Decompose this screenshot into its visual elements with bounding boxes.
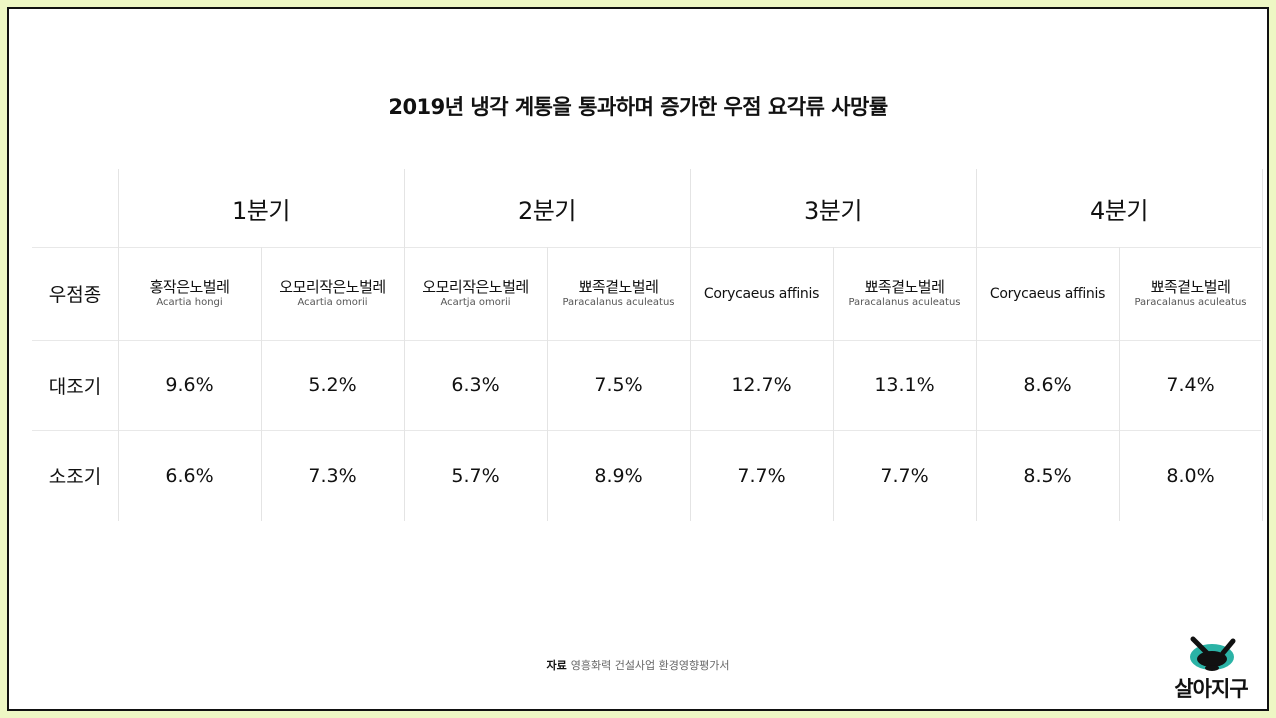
mortality-table: 1분기 2분기 3분기 4분기 우점종 홍작은노벌레 Acartia hongi 오모리작은노… <box>32 169 1263 521</box>
species-header: 오모리작은노벌레 Acartia omorii <box>261 247 404 340</box>
row-divider <box>32 430 1261 431</box>
mortality-value: 8.0% <box>1166 464 1215 487</box>
table-cell: 8.5% <box>976 430 1119 521</box>
mortality-value: 9.6% <box>165 374 214 396</box>
quarter-header: 1분기 <box>118 169 404 247</box>
row-label: 대조기 <box>48 375 102 398</box>
table-cell: 6.3% <box>404 340 547 430</box>
mortality-value: 8.5% <box>1023 464 1072 487</box>
table-cell: 12.7% <box>690 340 833 430</box>
table-cell: 9.6% <box>118 340 261 430</box>
species-header: 뾰족곁노벌레 Paracalanus aculeatus <box>547 247 690 340</box>
quarter-header: 2분기 <box>404 169 690 247</box>
species-name: Corycaeus affinis <box>989 285 1106 302</box>
row-label: 소조기 <box>48 466 102 488</box>
species-header: Corycaeus affinis <box>976 247 1119 340</box>
species-header: 오모리작은노벌레 Acartja omorii <box>404 247 547 340</box>
column-divider <box>404 169 405 521</box>
table-cell: 13.1% <box>833 340 976 430</box>
species-header: 홍작은노벌레 Acartia hongi <box>118 247 261 340</box>
row-divider <box>32 340 1261 341</box>
quarter-label: 2분기 <box>518 196 576 225</box>
table-cell: 7.3% <box>261 430 404 521</box>
species-korean-name: 뾰족곁노벌레 <box>1150 277 1231 296</box>
quarter-header: 3분기 <box>690 169 976 247</box>
logo-text: 살아지구 <box>1174 677 1248 701</box>
source-note: 자료 영흥화력 건설사업 환경영향평가서 <box>9 657 1267 673</box>
column-divider <box>547 247 548 521</box>
mortality-value: 7.5% <box>594 374 643 396</box>
mortality-value: 5.7% <box>451 464 500 487</box>
mortality-value: 13.1% <box>874 374 935 396</box>
species-korean-name: 오모리작은노벌레 <box>279 277 386 296</box>
quarter-label: 4분기 <box>1090 196 1148 225</box>
table-cell: 5.2% <box>261 340 404 430</box>
quarter-label: 1분기 <box>232 196 290 225</box>
species-scientific-name: Acartja omorii <box>440 296 511 308</box>
table-cell: 5.7% <box>404 430 547 521</box>
brand-logo: 살아지구 <box>1169 635 1253 705</box>
species-name: Corycaeus affinis <box>703 285 820 302</box>
species-header: 뾰족곁노벌레 Paracalanus aculeatus <box>1119 247 1262 340</box>
table-cell: 7.5% <box>547 340 690 430</box>
turtle-logo-icon <box>1190 636 1236 671</box>
mortality-value: 5.2% <box>308 374 357 396</box>
species-scientific-name: Acartia hongi <box>156 296 223 308</box>
mortality-value: 6.6% <box>165 464 214 487</box>
source-label: 자료 <box>546 659 567 672</box>
table-cell: 8.9% <box>547 430 690 521</box>
quarter-header: 4분기 <box>976 169 1262 247</box>
species-scientific-name: Paracalanus aculeatus <box>848 296 961 308</box>
row-header-cell: 우점종 <box>32 247 118 340</box>
column-divider <box>1119 247 1120 521</box>
table-cell: 7.4% <box>1119 340 1262 430</box>
column-divider <box>1262 169 1263 521</box>
column-divider <box>833 247 834 521</box>
mortality-value: 7.3% <box>308 464 357 487</box>
species-korean-name: 홍작은노벌레 <box>149 277 230 296</box>
table-cell: 8.6% <box>976 340 1119 430</box>
species-header: Corycaeus affinis <box>690 247 833 340</box>
row-divider <box>32 247 1261 248</box>
species-korean-name: 뾰족곁노벌레 <box>578 277 659 296</box>
mortality-value: 12.7% <box>731 374 792 396</box>
column-divider <box>690 169 691 521</box>
column-divider <box>118 169 119 521</box>
quarter-label: 3분기 <box>804 196 862 225</box>
row-label-cell: 대조기 <box>32 340 118 430</box>
table-cell: 8.0% <box>1119 430 1262 521</box>
species-scientific-name: Paracalanus aculeatus <box>562 296 675 308</box>
row-label-cell: 소조기 <box>32 430 118 521</box>
chart-title: 2019년 냉각 계통을 통과하며 증가한 우점 요각류 사망률 <box>388 95 888 119</box>
species-scientific-name: Acartia omorii <box>297 296 368 308</box>
table-cell: 6.6% <box>118 430 261 521</box>
column-divider <box>976 169 977 521</box>
species-korean-name: 뾰족곁노벌레 <box>864 277 945 296</box>
row-header-label: 우점종 <box>48 284 102 306</box>
species-korean-name: 오모리작은노벌레 <box>422 277 529 296</box>
species-scientific-name: Paracalanus aculeatus <box>1134 296 1247 308</box>
mortality-value: 7.7% <box>737 464 786 487</box>
table-cell: 7.7% <box>833 430 976 521</box>
mortality-value: 8.6% <box>1023 374 1072 396</box>
column-divider <box>261 247 262 521</box>
mortality-value: 8.9% <box>594 464 643 487</box>
mortality-value: 6.3% <box>451 374 500 396</box>
mortality-value: 7.4% <box>1166 374 1215 396</box>
table-cell: 7.7% <box>690 430 833 521</box>
species-header: 뾰족곁노벌레 Paracalanus aculeatus <box>833 247 976 340</box>
source-text: 영흥화력 건설사업 환경영향평가서 <box>570 659 730 672</box>
mortality-value: 7.7% <box>880 464 929 487</box>
infographic-frame: 2019년 냉각 계통을 통과하며 증가한 우점 요각류 사망률 1분기 2분기 3… <box>7 7 1269 711</box>
